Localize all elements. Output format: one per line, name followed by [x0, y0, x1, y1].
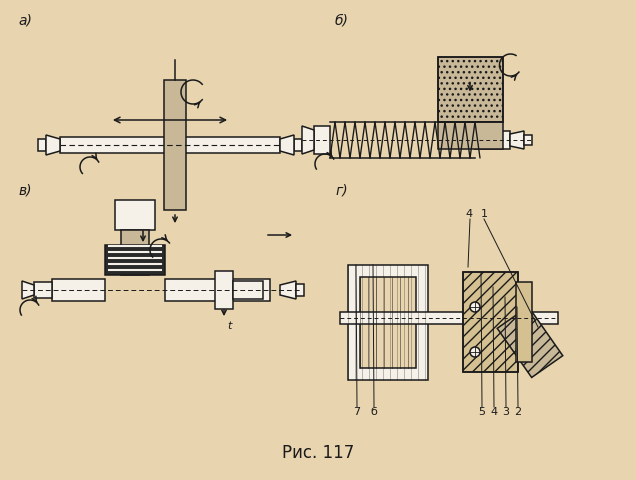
Bar: [475, 131, 510, 149]
Polygon shape: [314, 126, 330, 154]
Polygon shape: [510, 131, 524, 149]
Bar: [233, 281, 263, 299]
Bar: [438, 57, 502, 122]
Bar: [438, 122, 502, 149]
Text: в): в): [18, 184, 32, 198]
Text: г): г): [335, 184, 348, 198]
Text: t: t: [227, 321, 232, 331]
Text: Рис. 117: Рис. 117: [282, 444, 354, 462]
Bar: [215, 271, 233, 309]
Text: б): б): [335, 14, 349, 28]
Bar: [463, 272, 518, 372]
Text: 5: 5: [478, 407, 485, 417]
Bar: [38, 139, 46, 151]
Bar: [115, 200, 155, 230]
Text: 2: 2: [514, 407, 521, 417]
Bar: [438, 57, 502, 122]
Polygon shape: [497, 307, 563, 377]
Polygon shape: [302, 126, 314, 154]
Bar: [294, 139, 302, 151]
Bar: [348, 265, 428, 380]
Bar: [121, 230, 149, 275]
Bar: [516, 282, 532, 362]
Text: 4: 4: [465, 209, 472, 219]
Text: б: б: [370, 407, 377, 417]
Text: 7: 7: [353, 407, 360, 417]
Bar: [164, 80, 186, 210]
Bar: [52, 279, 105, 301]
Bar: [296, 284, 304, 296]
Text: 4: 4: [490, 407, 497, 417]
Bar: [524, 135, 532, 145]
Bar: [60, 137, 280, 153]
Text: 3: 3: [502, 407, 509, 417]
Polygon shape: [46, 135, 60, 155]
Bar: [340, 312, 558, 324]
Polygon shape: [22, 281, 34, 299]
Text: 1: 1: [481, 209, 488, 219]
Bar: [360, 277, 416, 368]
Circle shape: [470, 302, 480, 312]
Bar: [105, 245, 165, 275]
Text: а): а): [18, 14, 32, 28]
Circle shape: [470, 347, 480, 357]
Bar: [34, 282, 52, 298]
Polygon shape: [280, 281, 296, 299]
Bar: [165, 279, 270, 301]
Bar: [463, 272, 518, 372]
Polygon shape: [280, 135, 294, 155]
